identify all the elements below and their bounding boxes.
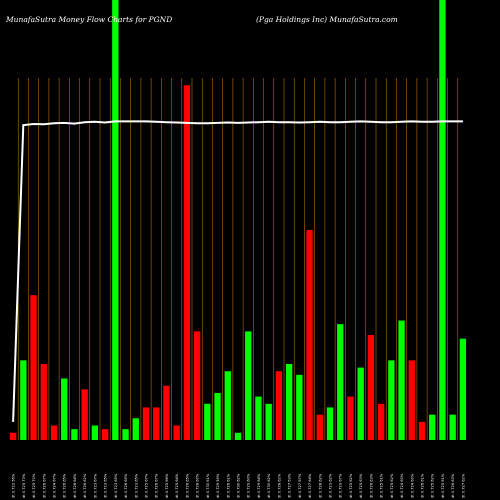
down-bar [50,425,58,440]
up-bar [234,432,242,440]
x-tick-label: dt 0.723 65% [134,473,138,498]
x-tick-label: dt 0.727 62% [461,473,465,498]
x-tick-label: dt 0.727 64% [308,473,312,498]
down-bar [30,295,37,440]
x-tick-label: dt 0.730 61% [206,473,210,498]
down-bar [9,432,17,440]
x-tick-label: dt 0.724 60% [400,473,404,498]
up-bar [337,324,344,440]
up-bar [245,331,252,440]
x-tick-label: dt 0.723 67% [93,473,97,498]
x-tick-labels: dt 0.722 56% dt 0.725 73% dt 0.725 70% dt 0… [12,473,466,498]
flow-line [12,120,463,422]
x-tick-label: dt 0.726 61% [421,473,425,498]
x-tick-label: dt 0.726 65% [185,473,189,498]
x-tick-label: dt 0.728 62% [277,473,281,498]
up-bar [204,403,211,440]
up-bar [265,403,272,440]
down-bar [101,429,109,440]
down-bar [173,425,180,440]
x-tick-label: dt 0.725 61% [380,473,384,498]
x-tick-label: dt 0.723 62% [329,473,333,498]
x-tick-label: dt 0.725 63% [359,473,363,498]
x-tick-label: dt 0.729 64% [257,473,261,498]
up-bar [398,320,405,440]
highlight-bar [112,0,119,440]
up-bar [449,414,456,440]
down-bar [306,230,313,440]
up-bar [459,338,467,440]
up-bar [122,429,129,440]
highlight-bar [439,0,446,440]
up-bar [71,429,78,440]
up-bar [388,360,395,440]
x-tick-label: dt 0.723 65% [104,473,108,498]
down-bar [367,335,375,440]
x-tick-label: dt 0.726 62% [83,473,87,498]
up-bar [91,425,99,440]
down-bar [40,363,47,440]
up-bar [20,360,27,440]
up-bar [326,407,334,440]
x-tick-label: dt 0.726 61% [226,473,230,498]
up-bar [224,371,231,440]
up-bar [285,363,293,440]
chart-title: MunafaSutra Money Flow Charts for PGND [5,15,172,24]
x-tick-label: dt 0.725 70% [32,473,36,498]
x-tick-label: dt 0.725 62% [349,473,353,498]
up-bar [132,418,139,440]
down-bar [81,389,88,440]
down-bar [163,385,170,440]
up-bar [429,414,436,440]
up-bar [61,378,68,440]
x-tick-label: dt 0.725 64% [175,473,179,498]
x-tick-label: dt 0.728 64% [73,473,77,498]
down-bar [142,407,150,440]
x-tick-label: dt 0.724 67% [53,473,57,498]
down-bar [418,421,426,440]
x-tick-label: dt 0.726 67% [42,473,46,498]
x-tick-label: dt 0.728 62% [318,473,322,498]
x-tick-label: dt 0.725 62% [390,473,394,498]
down-bar [408,360,415,440]
x-tick-label: dt 0.726 63% [369,473,373,498]
x-tick-label: dt 0.725 67% [145,473,149,498]
down-bar [275,371,283,440]
x-tick-label: dt 0.729 59% [216,473,220,498]
x-tick-label: dt 0.729 67% [339,473,343,498]
up-bar [255,396,262,440]
x-tick-label: dt 0.722 56% [12,473,16,498]
x-tick-label: dt 0.723 65% [114,473,118,498]
down-bar [377,403,385,440]
up-bar [357,367,364,440]
bars [9,0,467,441]
x-tick-label: dt 0.730 62% [237,473,241,498]
x-tick-label: dt 0.727 63% [288,473,292,498]
up-bar [296,374,303,440]
x-tick-label: dt 0.726 63% [451,473,455,498]
x-tick-label: dt 0.726 65% [63,473,67,498]
chart-subtitle: (Pga Holdings Inc) MunafaSutra.com [256,15,398,24]
down-bar [153,407,160,440]
flow-line-path [12,120,463,422]
down-bar [347,396,354,440]
x-tick-label: dt 0.726 67% [155,473,159,498]
x-tick-label: dt 0.725 73% [22,473,26,498]
down-bar [183,85,191,441]
x-tick-label: dt 0.727 67% [298,473,302,498]
x-tick-label: dt 0.725 66% [165,473,169,498]
up-bar [214,392,221,440]
x-tick-label: dt 0.725 62% [431,473,435,498]
grid [17,78,459,440]
down-bar [316,414,323,440]
x-tick-label: dt 0.728 60% [196,473,200,498]
x-tick-label: dt 0.725 61% [441,473,445,498]
x-tick-label: dt 0.730 62% [267,473,271,498]
down-bar [193,331,201,440]
x-tick-label: dt 0.729 60% [247,473,251,498]
x-tick-label: dt 0.728 65% [124,473,128,498]
x-tick-label: dt 0.724 60% [410,473,414,498]
